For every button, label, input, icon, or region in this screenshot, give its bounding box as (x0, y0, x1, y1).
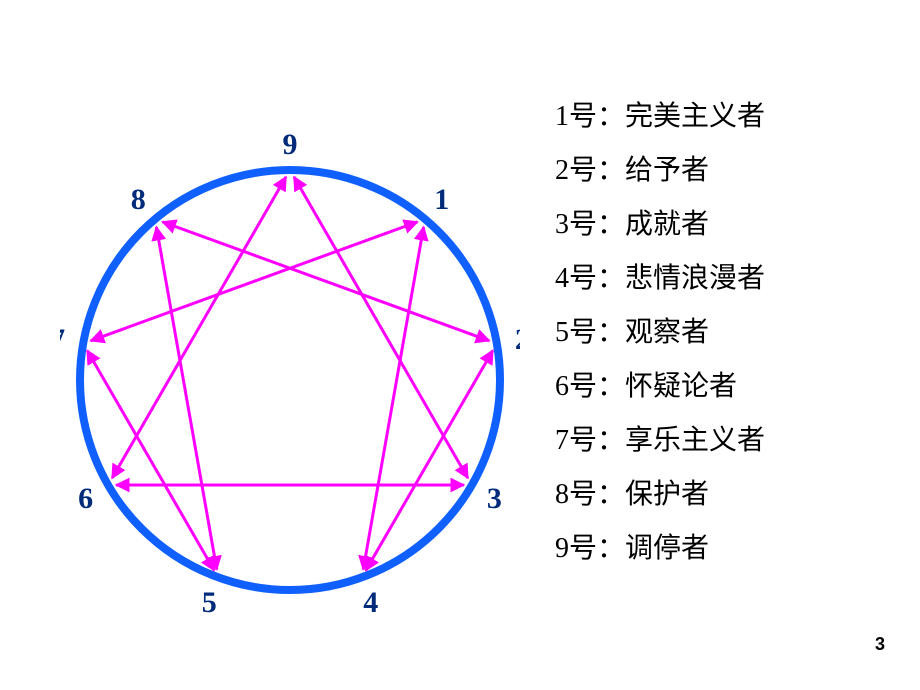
legend-item-7: 7号：享乐主义者 (555, 414, 765, 468)
node-label-6: 6 (78, 482, 93, 515)
node-label-2: 2 (515, 323, 520, 356)
edge-7-1 (91, 222, 418, 341)
legend-item-2: 2号：给予者 (555, 144, 765, 198)
enneagram-svg: 9 1 2 3 4 5 6 7 8 (60, 80, 520, 640)
node-label-8: 8 (131, 183, 146, 216)
legend-item-5: 5号：观察者 (555, 306, 765, 360)
node-label-7: 7 (60, 323, 65, 356)
node-label-3: 3 (487, 482, 502, 515)
node-label-9: 9 (283, 128, 298, 161)
edge-8-5 (156, 227, 216, 569)
enneagram-diagram: 912345678 (60, 80, 520, 540)
legend-item-6: 6号：怀疑论者 (555, 360, 765, 414)
node-label-5: 5 (202, 586, 217, 619)
type-legend: 1号：完美主义者2号：给予者3号：成就者4号：悲情浪漫者5号：观察者6号：怀疑论… (555, 90, 765, 576)
edge-1-4 (363, 227, 423, 569)
legend-item-3: 3号：成就者 (555, 198, 765, 252)
node-label-1: 1 (434, 183, 449, 216)
legend-item-8: 8号：保护者 (555, 468, 765, 522)
edge-3-9 (294, 177, 468, 478)
legend-item-4: 4号：悲情浪漫者 (555, 252, 765, 306)
page-number: 3 (875, 634, 885, 655)
node-label-4: 4 (363, 586, 378, 619)
legend-item-1: 1号：完美主义者 (555, 90, 765, 144)
edge-9-6 (112, 177, 286, 478)
legend-item-9: 9号：调停者 (555, 522, 765, 576)
outer-circle (80, 170, 500, 590)
edge-2-8 (163, 222, 490, 341)
